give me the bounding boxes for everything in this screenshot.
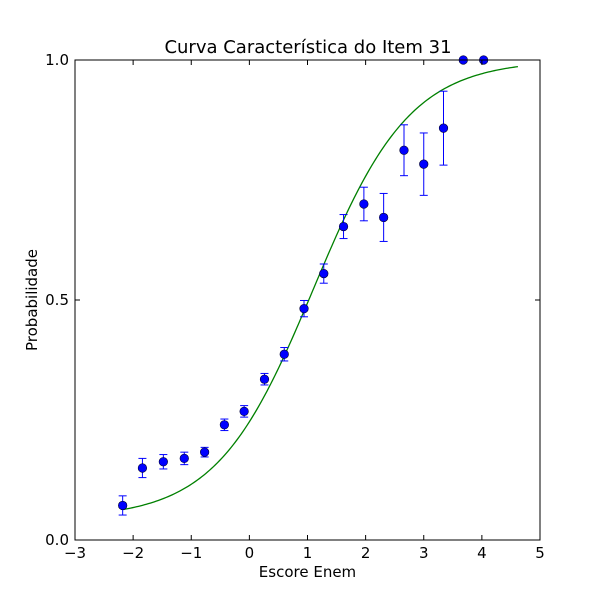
data-point [338,221,349,232]
x-axis-label: Escore Enem [259,563,356,581]
data-point [299,304,309,314]
x-tick-label: −1 [180,544,202,562]
data-point [319,269,329,279]
x-tick-label: 0 [245,544,255,562]
data-point [259,374,270,384]
x-tick-label: 2 [361,544,371,562]
data-point [239,406,249,416]
y-axis-label: Probabilidade [23,249,41,351]
plot-area [118,55,519,516]
data-point [438,123,449,133]
data-point [179,453,189,464]
data-point [158,457,168,467]
y-tick-label: 1.0 [45,51,69,69]
x-tick-label: 4 [477,544,487,562]
data-point [118,500,128,511]
x-tick-label: 1 [303,544,313,562]
data-point [419,159,429,169]
fitted-curve [122,65,519,511]
x-tick-label: 3 [419,544,429,562]
data-point [137,463,148,473]
data-point [219,420,229,430]
x-tick-label: 5 [535,544,545,562]
y-tick-label: 0.5 [45,291,69,309]
x-tick-label: −2 [122,544,144,562]
x-tick-label: −3 [64,544,86,562]
data-point [279,349,289,359]
data-point [200,447,210,457]
data-point [359,199,369,209]
data-point [399,145,409,155]
data-point [379,212,389,223]
y-tick-label: 0.0 [45,531,69,549]
chart-title: Curva Característica do Item 31 [164,37,451,58]
axis-ticks: −3 −2 −1 0 1 2 3 4 5 0.0 0.5 1.0 [45,51,545,562]
